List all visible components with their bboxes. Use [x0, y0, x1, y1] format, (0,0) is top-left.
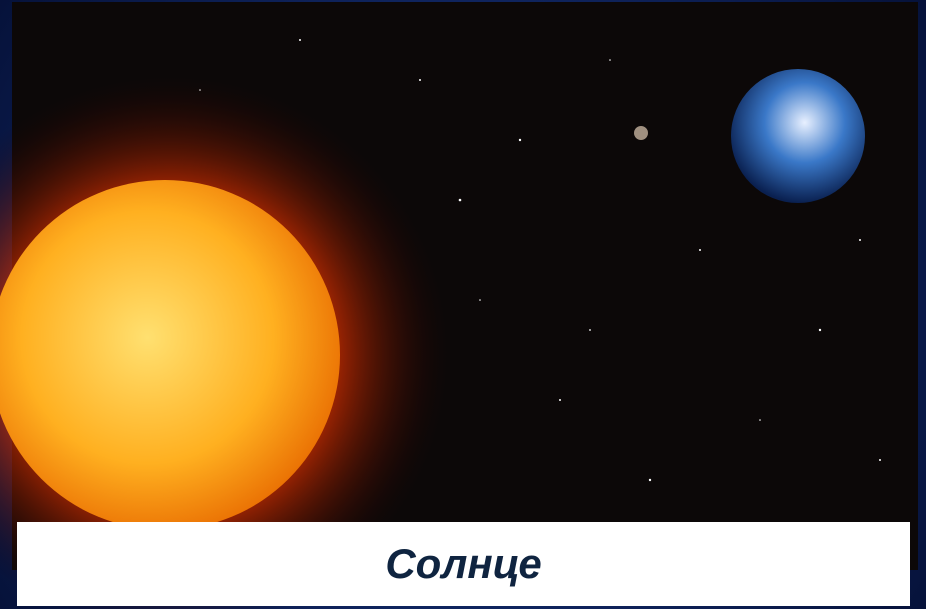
caption: Солнце — [385, 540, 541, 588]
space-image — [0, 0, 926, 609]
slide: Солнце — [0, 0, 926, 609]
earth — [731, 69, 865, 203]
caption-box: Солнце — [17, 522, 910, 606]
sun — [0, 180, 340, 530]
moon — [634, 126, 648, 140]
